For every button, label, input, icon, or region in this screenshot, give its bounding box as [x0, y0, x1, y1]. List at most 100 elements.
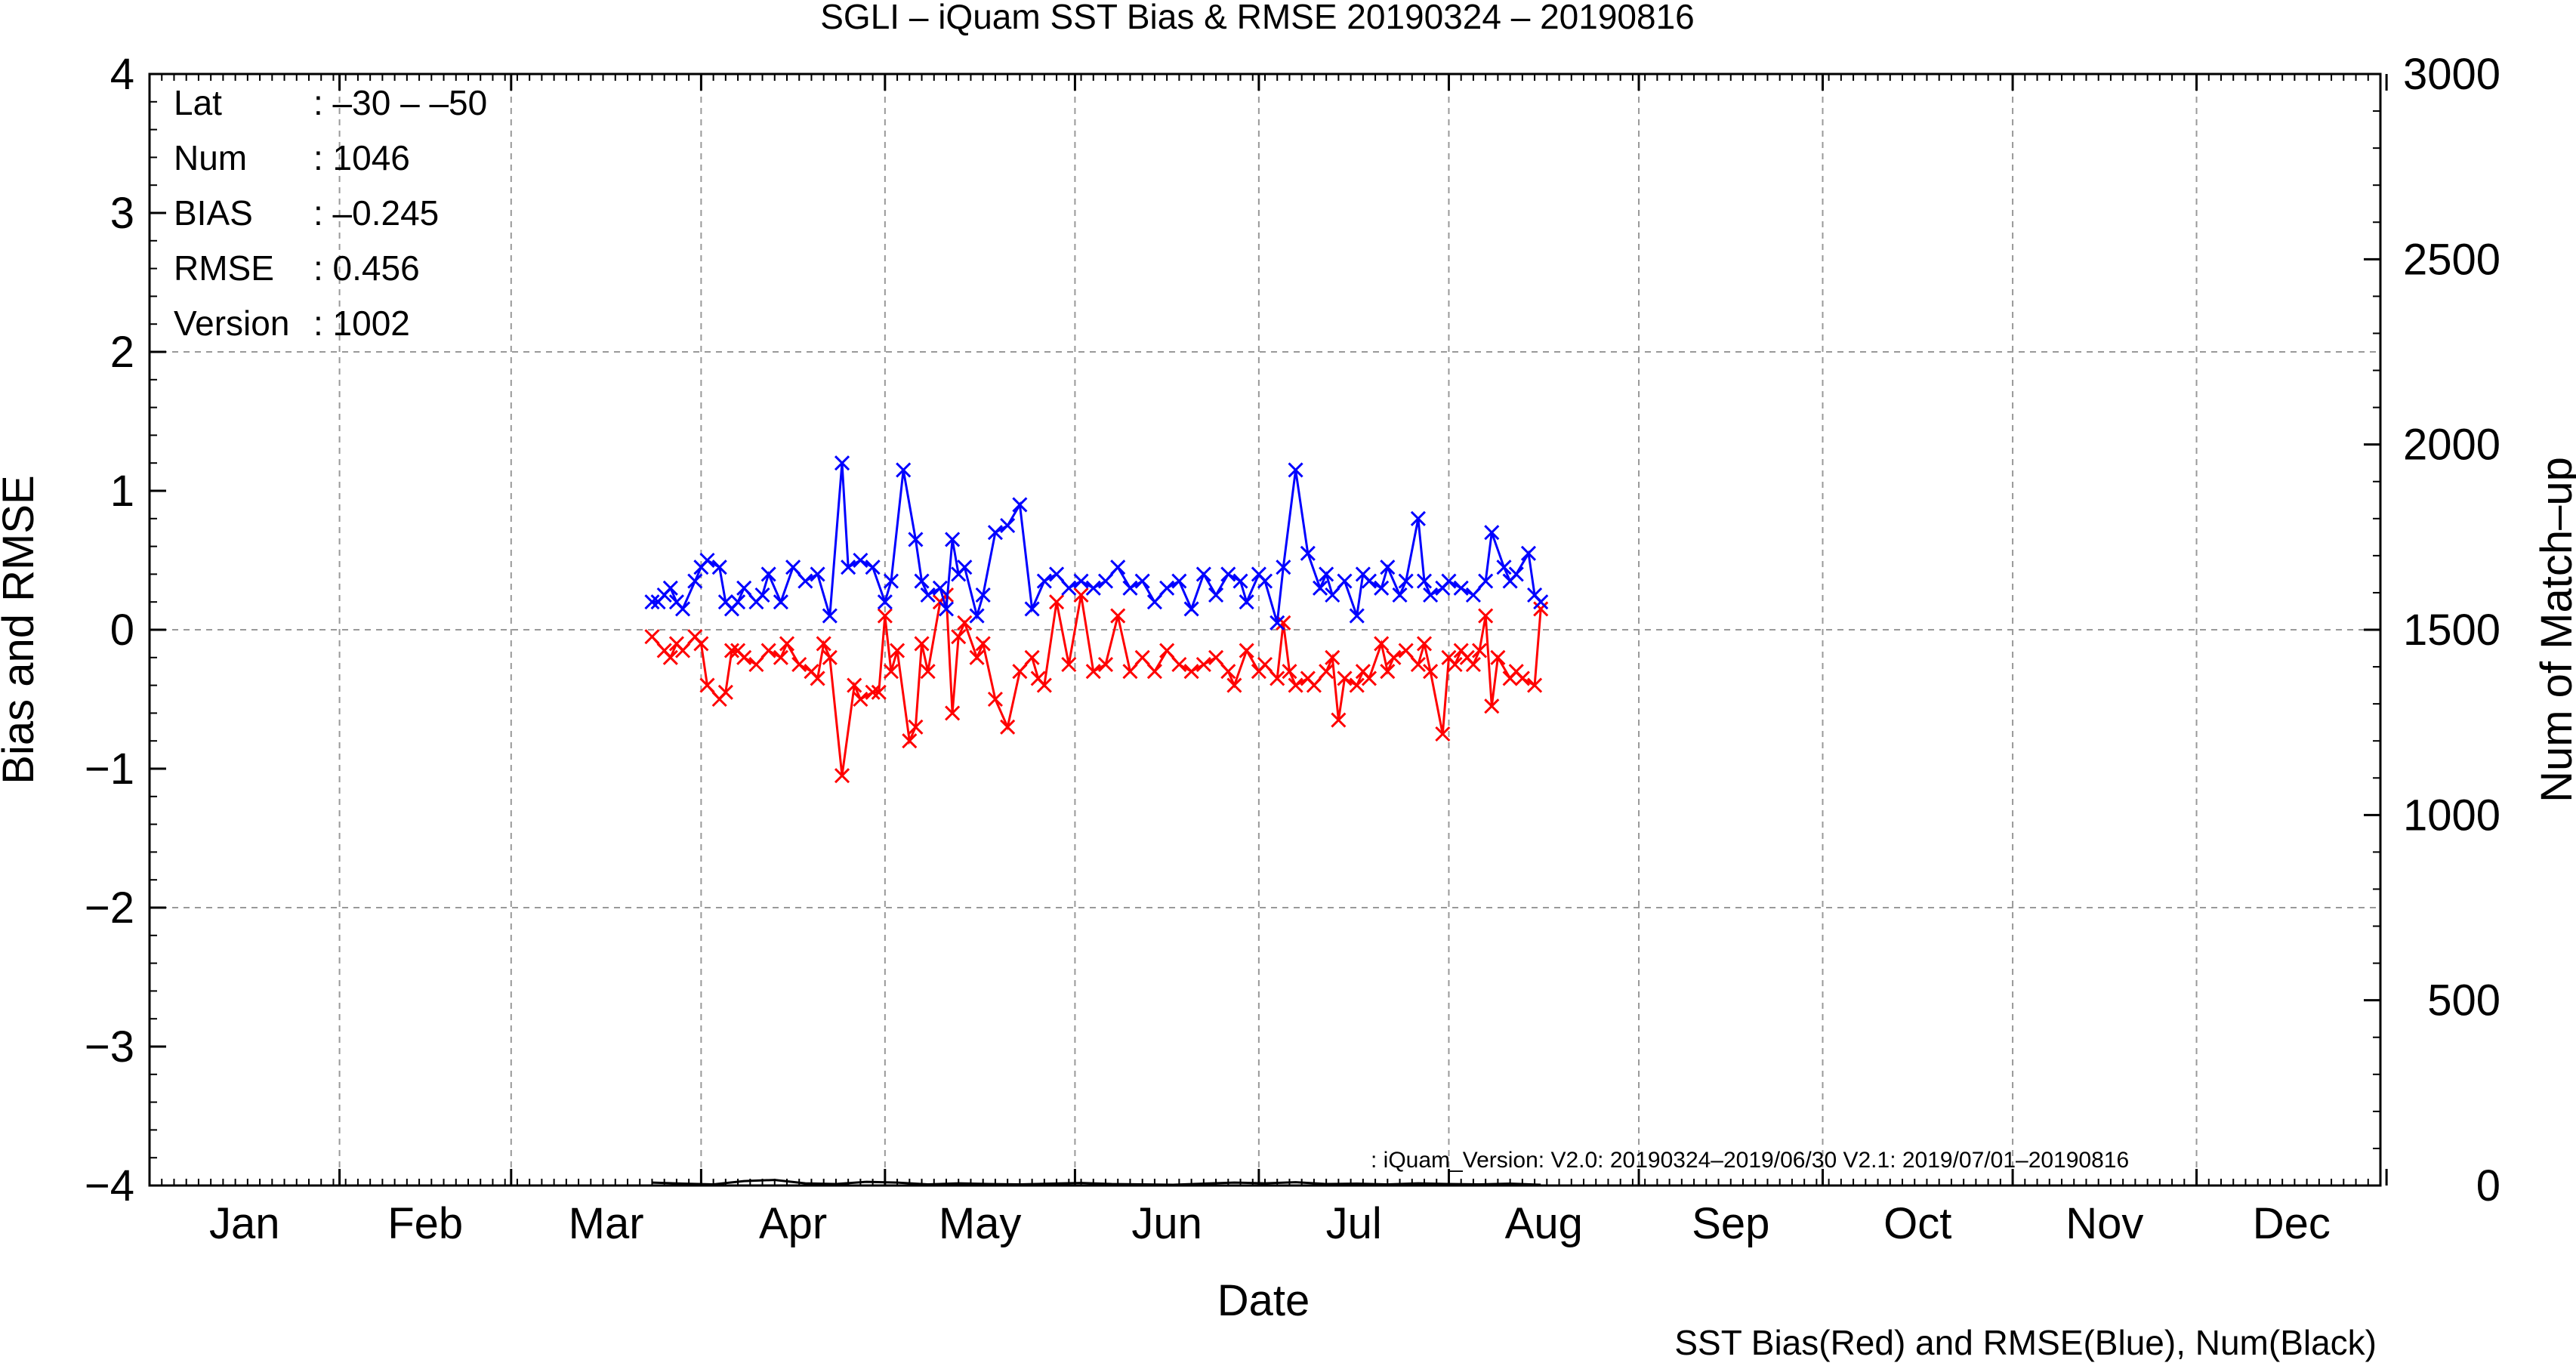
bias-point: [847, 677, 862, 693]
x-tick-label: Sep: [1692, 1199, 1769, 1248]
rmse-point: [1276, 560, 1291, 575]
bias-point: [1410, 656, 1426, 673]
bias-point: [1374, 636, 1390, 652]
rmse-point: [1288, 462, 1303, 478]
rmse-point: [1484, 525, 1500, 541]
bias-point: [1337, 671, 1353, 686]
bias-point: [1110, 608, 1126, 624]
bias-point: [748, 656, 764, 673]
rmse-point: [736, 580, 752, 596]
bias-point: [877, 608, 893, 624]
bias-point: [1306, 677, 1322, 693]
bias-point: [1478, 608, 1494, 624]
rmse-point: [877, 594, 893, 610]
bias-point: [871, 684, 887, 700]
y2-tick-label: 1000: [2403, 791, 2500, 840]
bias-point: [1269, 671, 1285, 686]
bias-point: [1484, 698, 1500, 714]
bias-point: [1380, 664, 1396, 680]
bias-point: [1435, 726, 1451, 742]
bias-line: [651, 592, 1542, 776]
x-tick-label: Jun: [1131, 1199, 1202, 1248]
bias-point: [1134, 649, 1150, 665]
series-layer: [644, 455, 1549, 1186]
bias-point: [1331, 712, 1347, 728]
info-value: : 1002: [313, 304, 410, 343]
info-label: BIAS: [174, 193, 253, 233]
y-tick-label: 1: [110, 467, 134, 516]
x-tick-label: May: [939, 1199, 1022, 1248]
rmse-point: [1269, 615, 1285, 631]
bias-point: [1527, 677, 1543, 693]
y2-tick-label: 1500: [2403, 606, 2500, 655]
rmse-point: [1380, 560, 1396, 575]
info-label: RMSE: [174, 248, 274, 288]
rmse-point: [957, 560, 973, 575]
y-tick-label: −4: [85, 1161, 134, 1210]
rmse-point: [760, 566, 776, 582]
rmse-point: [1097, 573, 1114, 589]
rmse-point: [1478, 573, 1494, 589]
bias-point: [865, 684, 881, 700]
bias-point: [1073, 587, 1089, 603]
bias-point: [1288, 677, 1303, 693]
bias-point: [834, 768, 850, 784]
rmse-point: [1496, 560, 1512, 575]
rmse-point: [1533, 594, 1549, 610]
bias-point: [773, 649, 788, 665]
rmse-point: [1036, 573, 1052, 589]
rmse-point: [1208, 587, 1224, 603]
rmse-point: [1374, 580, 1390, 596]
y2-tick-label: 2500: [2403, 235, 2500, 284]
rmse-point: [754, 587, 770, 603]
y2-tick-label: 3000: [2403, 50, 2500, 99]
y-tick-label: 2: [110, 328, 134, 377]
bias-point: [699, 677, 715, 693]
bias-point: [914, 636, 930, 652]
rmse-point: [1416, 573, 1433, 589]
x-tick-label: Dec: [2253, 1199, 2331, 1248]
rmse-point: [1398, 573, 1414, 589]
rmse-point: [1349, 608, 1365, 624]
bias-point: [662, 649, 678, 665]
bias-point: [1514, 671, 1530, 686]
rmse-point: [1085, 580, 1101, 596]
rmse-point: [785, 560, 801, 575]
info-box: Lat: –30 – –50 Num: 1046 BIAS: –0.245 RMSE:…: [174, 83, 487, 343]
rmse-point: [1453, 580, 1469, 596]
info-value: : –30 – –50: [313, 83, 487, 122]
bias-point: [1447, 656, 1463, 673]
y2-axis-label: Num of Match–up: [2532, 457, 2576, 803]
rmse-point: [1000, 517, 1016, 534]
bias-point: [1490, 649, 1506, 665]
footer-legend: SST Bias(Red) and RMSE(Blue), Num(Black): [1674, 1323, 2377, 1362]
rmse-point: [1392, 587, 1408, 603]
rmse-point: [1361, 573, 1377, 589]
bias-point: [1146, 664, 1162, 680]
bias-point: [1416, 636, 1433, 652]
bias-point: [693, 636, 709, 652]
bias-point: [1183, 664, 1199, 680]
rmse-point: [896, 462, 912, 478]
bias-point: [1398, 643, 1414, 658]
bias-point: [1239, 643, 1254, 658]
y-tick-labels: 4 3 2 1 0 −1 −2 −3 −4: [85, 50, 134, 1210]
rmse-point: [908, 532, 924, 547]
rmse-point: [1423, 587, 1439, 603]
bias-point: [1257, 656, 1273, 673]
rmse-point: [945, 532, 961, 547]
tick-marks: [148, 72, 2388, 1187]
rmse-point: [730, 594, 746, 610]
rmse-point: [687, 573, 703, 589]
bias-point: [779, 636, 795, 652]
info-value: : –0.245: [313, 193, 439, 233]
bias-point: [1361, 671, 1377, 686]
rmse-point: [1337, 573, 1353, 589]
y2-tick-label: 500: [2427, 976, 2500, 1025]
chart-title: SGLI – iQuam SST Bias & RMSE 20190324 – …: [820, 0, 1695, 36]
bias-point: [908, 719, 924, 735]
bias-point: [1220, 664, 1236, 680]
rmse-point: [1325, 587, 1340, 603]
rmse-point: [1441, 573, 1457, 589]
bias-point: [1012, 664, 1028, 680]
